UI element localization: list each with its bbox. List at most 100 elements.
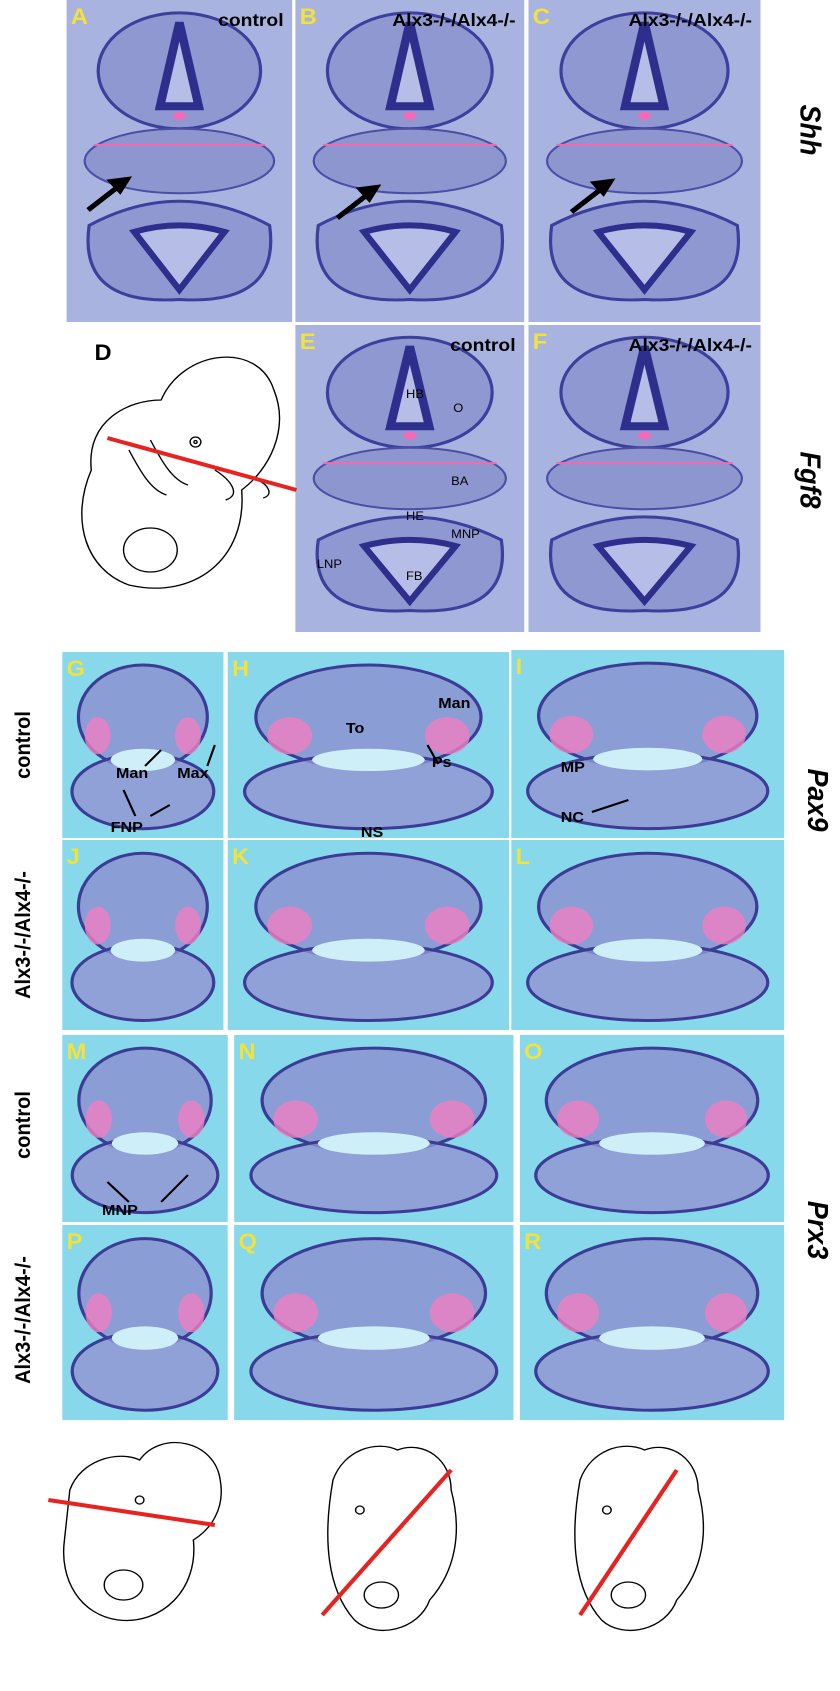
panel-letter: L (516, 844, 530, 869)
annotation: Man (438, 695, 470, 711)
signal (549, 715, 594, 754)
panel-letter: A (71, 4, 88, 29)
tissue (312, 127, 507, 195)
annotation: NC (561, 809, 584, 825)
annotation: O (453, 401, 463, 414)
signal (429, 1100, 475, 1138)
signal (556, 1100, 600, 1138)
tissue (358, 222, 461, 295)
lumen (593, 747, 703, 771)
signal (638, 111, 651, 120)
signal (424, 717, 470, 755)
panel-letter: E (300, 329, 316, 354)
signal (84, 717, 111, 755)
panel-letter: J (67, 844, 80, 869)
panel-letter: D (95, 340, 112, 365)
panels (62, 0, 785, 1420)
signal (267, 717, 313, 755)
lumen (317, 1132, 430, 1155)
annotation: To (346, 720, 364, 736)
annotation: NS (361, 824, 383, 840)
lumen (110, 938, 176, 962)
schematics (47, 356, 705, 1632)
panel-caption: Alx3-/-/Alx4-/- (629, 10, 752, 30)
annotation: HB (406, 387, 424, 400)
panel-letter: K (232, 844, 250, 869)
signal (85, 1100, 112, 1138)
row-label: Alx3-/-/Alx4-/- (11, 871, 35, 999)
signal (556, 1293, 600, 1333)
signal (403, 431, 417, 440)
tissue (592, 222, 697, 295)
lumen (111, 1132, 179, 1155)
signal (549, 906, 594, 945)
tissue (312, 446, 507, 511)
lumen (599, 1326, 705, 1350)
panel-letter: H (232, 656, 249, 681)
signal (172, 111, 186, 120)
tissue (385, 21, 435, 111)
tissue (592, 536, 697, 607)
gene-label: Shh (794, 105, 826, 156)
tissue (619, 21, 670, 111)
panel-letter: O (524, 1039, 542, 1064)
signal (424, 906, 470, 945)
signal (638, 431, 651, 440)
signal (273, 1293, 318, 1333)
panel-letter: F (533, 329, 547, 354)
signal (704, 1100, 748, 1138)
row-label: control (11, 1091, 35, 1159)
lumen (317, 1326, 430, 1350)
annotation: LNP (317, 557, 342, 570)
panel-letter: G (67, 656, 85, 681)
lumen (110, 748, 176, 772)
signal (267, 906, 313, 945)
panel-letter: Q (238, 1229, 256, 1254)
panel-caption: control (218, 10, 283, 30)
signal (178, 1100, 205, 1138)
arrows (86, 176, 629, 1203)
tissue (385, 345, 435, 431)
tissue (154, 21, 205, 111)
signal (85, 1293, 112, 1333)
lumen (111, 1326, 179, 1350)
annotation: Man (116, 765, 148, 781)
annotation: HE (406, 509, 424, 522)
annotation: FB (406, 569, 422, 582)
gene-label: Pax9 (802, 768, 834, 831)
panel-caption: Alx3-/-/Alx4-/- (392, 10, 515, 30)
lumen (593, 938, 703, 962)
row-label: Alx3-/-/Alx4-/- (11, 1256, 35, 1384)
gene-label: Fgf8 (794, 452, 826, 509)
annotation: Ps (432, 754, 452, 770)
signal (84, 906, 111, 945)
row-label: control (11, 711, 35, 779)
signal (704, 1293, 748, 1333)
annotation: Max (177, 765, 209, 781)
signal (429, 1293, 475, 1333)
gene-label: Prx3 (802, 1201, 834, 1260)
annotation: MP (561, 759, 585, 775)
tissue (545, 446, 744, 511)
tissue (619, 345, 670, 431)
annotation: BA (451, 474, 469, 487)
signal (175, 717, 201, 755)
panel-letter: B (300, 4, 317, 29)
signal (273, 1100, 318, 1138)
tissue (129, 222, 230, 295)
signal (702, 715, 746, 754)
annotation: MNP (451, 527, 480, 540)
panel-letter: C (533, 4, 550, 29)
annotation: FNP (111, 819, 143, 835)
tissue (545, 127, 744, 195)
panel-caption: control (450, 335, 515, 355)
signal (175, 906, 201, 945)
panel-letter: N (238, 1039, 255, 1064)
signal (403, 111, 417, 120)
panel-letter: R (524, 1229, 542, 1254)
panel-letter: M (67, 1039, 87, 1064)
annotation: MNP (102, 1202, 138, 1218)
panel-letter: I (516, 654, 523, 679)
